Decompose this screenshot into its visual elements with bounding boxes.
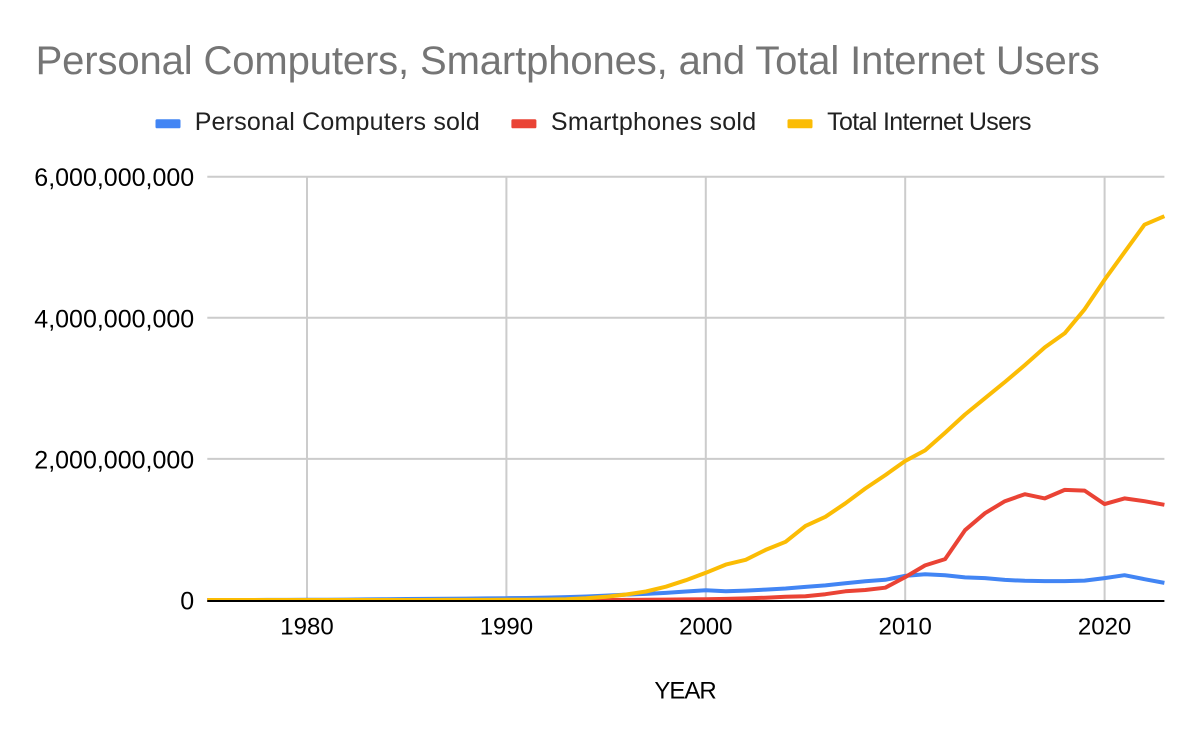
svg-text:2,000,000,000: 2,000,000,000: [34, 446, 194, 474]
svg-text:2010: 2010: [879, 614, 932, 641]
svg-text:2000: 2000: [679, 614, 732, 641]
svg-text:4,000,000,000: 4,000,000,000: [34, 305, 194, 333]
svg-text:1980: 1980: [280, 614, 333, 641]
svg-text:YEAR: YEAR: [654, 677, 716, 704]
svg-text:Personal Computers sold: Personal Computers sold: [195, 108, 480, 136]
svg-text:0: 0: [180, 588, 194, 616]
svg-text:2020: 2020: [1078, 614, 1131, 641]
svg-text:Total Internet Users: Total Internet Users: [827, 108, 1031, 136]
svg-text:1990: 1990: [480, 614, 533, 641]
svg-text:Smartphones sold: Smartphones sold: [551, 108, 757, 136]
svg-text:Personal Computers, Smartphone: Personal Computers, Smartphones, and Tot…: [36, 39, 1100, 83]
svg-text:6,000,000,000: 6,000,000,000: [34, 164, 194, 192]
